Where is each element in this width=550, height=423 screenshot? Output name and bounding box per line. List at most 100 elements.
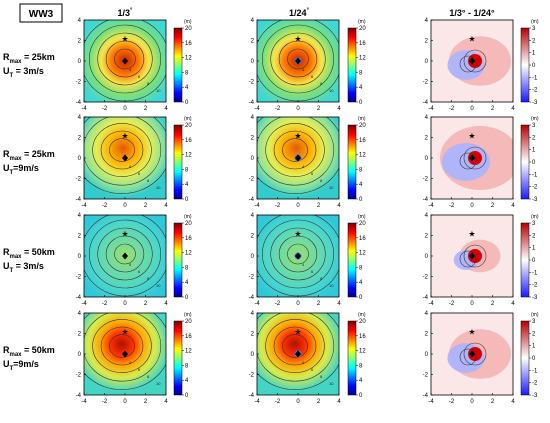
map-panel: 4 6 8 10 ★ -4 -2 0 2 4 -4 -2 0 2 4 (m) 0 4 8 12 16 20 <box>76 213 193 307</box>
colorbar-tick-label: 0 <box>185 197 189 203</box>
contour-label: 10 <box>156 185 161 190</box>
y-tick-label: -4 <box>423 197 429 203</box>
colorbar-tick-label: 20 <box>185 26 192 32</box>
y-tick-label: 4 <box>78 213 82 219</box>
colorbar-tick-label: 16 <box>185 138 192 144</box>
contour-line <box>89 219 162 289</box>
x-tick-label: 0 <box>123 203 127 209</box>
y-tick-label: -4 <box>76 100 82 106</box>
colorbar-tick-label: 12 <box>359 56 366 62</box>
y-tick-label: 0 <box>425 352 429 358</box>
map-panel: 4 6 8 10 ★ -4 -2 0 2 4 -4 -2 0 2 4 (m) 0 4 8 12 16 20 <box>249 213 367 307</box>
colorbar-tick-label: 8 <box>359 363 363 369</box>
x-tick-label: 4 <box>164 399 168 405</box>
contour-line <box>463 342 487 366</box>
contour-line <box>463 49 487 73</box>
y-tick-label: 4 <box>251 18 255 24</box>
y-tick-label: -2 <box>423 80 429 86</box>
y-tick-label: -2 <box>423 275 429 281</box>
x-tick-label: 0 <box>123 399 127 405</box>
contour-line <box>257 117 339 194</box>
contour-line <box>114 48 136 70</box>
y-tick-label: -4 <box>249 100 255 106</box>
colorbar-tick-label: 12 <box>359 153 366 159</box>
contour-label: 6 <box>138 74 141 79</box>
x-tick-label: 0 <box>123 106 127 112</box>
contour-label: 6 <box>311 171 314 176</box>
y-tick-label: 4 <box>425 115 429 121</box>
contour-label: 8 <box>320 81 323 86</box>
x-tick-label: -4 <box>428 106 434 112</box>
y-tick-label: -2 <box>423 373 429 379</box>
colorbar-tick-label: 4 <box>185 182 189 188</box>
contour-label: 8 <box>147 276 150 281</box>
colorbar-tick-label: -3 <box>532 393 538 399</box>
colorbar-tick-label: 3 <box>532 123 536 129</box>
y-tick-label: 2 <box>78 136 82 142</box>
contour-label: 10 <box>156 283 161 288</box>
star-marker: ★ <box>468 34 475 43</box>
colorbar-tick-label: 20 <box>359 319 366 325</box>
colorbar-tick-label: 0 <box>185 295 189 301</box>
colorbar: (m) 0 4 8 12 16 20 <box>347 116 366 203</box>
colorbar-tick-label: 8 <box>359 70 363 76</box>
colorbar-tick-label: -2 <box>532 185 538 191</box>
y-tick-label: -2 <box>76 177 82 183</box>
colorbar-tick-label: -1 <box>532 172 538 178</box>
contour-line <box>105 235 145 273</box>
contour-line <box>273 130 317 170</box>
colorbar-tick-label: -1 <box>532 368 538 374</box>
map-panel: ★ -4 -2 0 2 4 -4 -2 0 2 4 (m) -3 -2 -1 0 1 2 3 <box>423 115 539 209</box>
contour-line <box>97 32 153 86</box>
y-tick-label: 4 <box>425 311 429 317</box>
colorbar-tick-label: 4 <box>185 378 189 384</box>
y-tick-label: 0 <box>251 254 255 260</box>
y-tick-label: 0 <box>78 156 82 162</box>
contour-line <box>84 117 166 194</box>
star-marker: ★ <box>121 131 128 140</box>
colorbar-tick-label: 0 <box>359 100 363 106</box>
y-tick-label: 4 <box>78 311 82 317</box>
wave-field <box>431 117 513 199</box>
map-panel: 4 6 8 10 ★ -4 -2 0 2 4 -4 -2 0 2 4 (m) 0 4 8 12 16 20 <box>76 18 193 112</box>
colorbar-tick-label: 4 <box>185 280 189 286</box>
colorbar-tick-label: 16 <box>185 236 192 242</box>
y-tick-label: 2 <box>251 136 255 142</box>
colorbar-tick-label: 0 <box>359 393 363 399</box>
y-tick-label: 4 <box>78 115 82 121</box>
x-tick-label: 4 <box>511 203 515 209</box>
map-panel: 4 6 8 10 ★ -4 -2 0 2 4 -4 -2 0 2 4 (m) 0 4 8 12 16 20 <box>76 311 193 405</box>
colorbar: (m) 0 4 8 12 16 20 <box>347 214 366 301</box>
x-tick-label: 2 <box>144 301 148 307</box>
x-tick-label: 0 <box>296 106 300 112</box>
y-tick-label: 2 <box>425 332 429 338</box>
colorbar: (m) 0 4 8 12 16 20 <box>173 312 192 399</box>
ut-label: UT=9m/s <box>3 163 39 176</box>
contour-line <box>84 313 166 390</box>
contour-line <box>257 117 335 186</box>
contour-line <box>459 250 477 268</box>
colorbar-tick-label: 16 <box>359 41 366 47</box>
contour-line <box>459 348 477 366</box>
x-tick-label: 2 <box>491 106 495 112</box>
x-tick-label: -2 <box>275 399 281 405</box>
y-tick-label: -4 <box>76 295 82 301</box>
contour-line <box>92 319 152 373</box>
contour-line <box>114 243 136 265</box>
x-tick-label: -4 <box>428 399 434 405</box>
x-tick-label: -4 <box>81 399 87 405</box>
contour-label: 4 <box>302 262 305 267</box>
colorbar-unit: (m) <box>184 214 192 220</box>
contour-label: 8 <box>320 178 323 183</box>
contour-line <box>257 313 335 382</box>
star-marker: ★ <box>468 131 475 140</box>
colorbar-tick-label: 1 <box>532 148 536 154</box>
colorbar-tick-label: 4 <box>359 85 363 91</box>
x-tick-label: 4 <box>164 301 168 307</box>
contour-label: 10 <box>329 88 334 93</box>
colorbar-tick-label: 0 <box>359 295 363 301</box>
y-tick-label: 4 <box>251 115 255 121</box>
x-tick-label: -4 <box>254 106 260 112</box>
map-panel: ★ -4 -2 0 2 4 -4 -2 0 2 4 (m) -3 -2 -1 0 1 2 3 <box>423 213 539 307</box>
